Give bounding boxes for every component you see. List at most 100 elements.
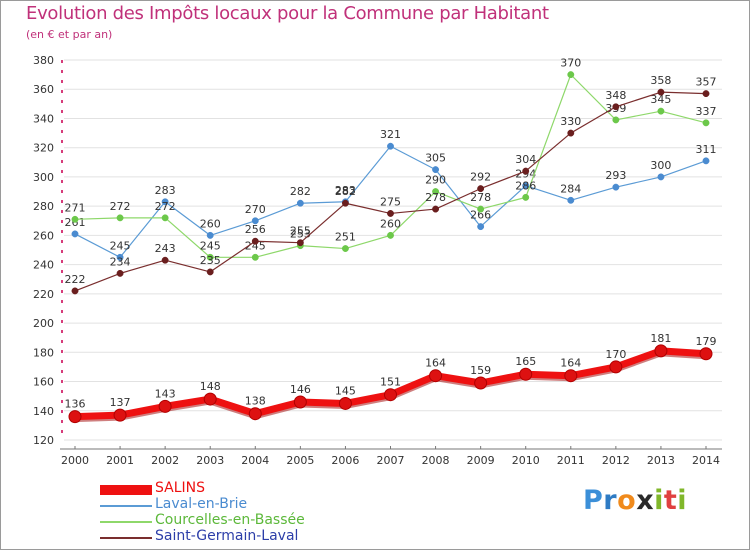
data-label: 251 [335,231,356,244]
data-point [387,231,394,239]
x-tick-label: 2008 [422,454,450,467]
data-point [522,193,530,201]
data-point [564,369,578,383]
data-label: 330 [560,115,581,128]
proxiti-logo: Proxiti [583,485,687,516]
data-label: 255 [290,225,311,238]
y-tick-label: 220 [33,288,54,301]
data-label: 181 [650,332,671,345]
data-label: 304 [515,153,536,166]
data-point [429,369,443,383]
data-label: 348 [605,89,626,102]
logo-letter: t [663,485,678,516]
data-label: 345 [650,93,671,106]
y-tick-label: 380 [33,54,54,67]
data-point [161,198,169,206]
data-point [251,237,259,245]
data-point [609,360,623,374]
data-label: 272 [155,200,176,213]
x-tick-label: 2001 [106,454,134,467]
data-label: 283 [335,184,356,197]
data-label: 305 [425,152,446,165]
data-label: 179 [696,335,717,348]
y-tick-label: 180 [33,346,54,359]
data-label: 357 [696,76,717,89]
data-label: 143 [155,387,176,400]
logo-letter: P [583,485,604,516]
legend-swatch-courcelles-en-bassee [100,521,152,523]
data-point [657,107,665,115]
data-point [522,182,530,190]
x-tick-label: 2013 [647,454,675,467]
data-point [474,376,488,390]
data-point [251,217,259,225]
data-point [387,142,394,150]
data-point [387,210,394,217]
data-label: 234 [110,255,131,268]
data-label: 260 [200,217,221,230]
data-point [432,188,440,195]
data-label: 245 [110,239,131,252]
data-point [341,245,349,252]
legend-label-salins: SALINS [155,480,206,496]
x-tick-label: 2009 [467,454,495,467]
data-point [113,408,127,422]
data-point [206,231,214,239]
data-point [203,392,217,406]
y-tick-label: 260 [33,229,54,242]
x-tick-label: 2005 [286,454,314,467]
data-point [657,173,665,181]
legend-swatch-saint-germain-laval [100,537,152,539]
data-label: 164 [425,357,446,370]
data-label: 243 [155,242,176,255]
data-label: 278 [470,191,491,204]
data-label: 271 [65,201,86,214]
data-point [612,116,620,124]
x-tick-label: 2007 [377,454,405,467]
data-label: 300 [650,159,671,172]
data-point [341,199,349,207]
data-point [116,269,124,277]
y-tick-label: 240 [33,259,54,272]
data-label: 245 [200,239,221,252]
data-point [477,205,485,213]
data-point [699,347,713,361]
data-label: 164 [560,357,581,370]
chart-title: Evolution des Impôts locaux pour la Comm… [26,3,549,24]
legend-label-laval-en-brie: Laval-en-Brie [155,496,248,512]
data-label: 137 [110,396,131,409]
x-tick-label: 2004 [241,454,269,467]
data-point [71,215,79,223]
x-tick-label: 2003 [196,454,224,467]
chart-subtitle: (en € et par an) [26,28,113,41]
x-tick-label: 2011 [557,454,585,467]
data-point [296,199,304,207]
data-point [68,410,82,424]
data-label: 286 [515,179,536,192]
data-point [654,344,668,358]
logo-letter: r [603,485,618,516]
data-label: 260 [380,217,401,230]
data-label: 370 [560,57,581,70]
data-label: 275 [380,195,401,208]
data-label: 138 [245,395,266,408]
x-tick-label: 2014 [692,454,720,467]
legend-swatch-laval-en-brie [100,505,152,507]
data-point [612,183,620,191]
x-tick-label: 2000 [61,454,89,467]
data-label: 146 [290,383,311,396]
data-point [657,88,665,96]
data-label: 145 [335,384,356,397]
data-label: 321 [380,128,401,141]
x-tick-label: 2006 [331,454,359,467]
data-point [519,367,533,381]
data-point [158,399,172,413]
data-point [338,396,352,410]
data-point [432,205,440,213]
data-point [477,223,485,231]
data-label: 284 [560,182,581,195]
data-point [71,287,79,295]
y-tick-label: 160 [33,376,54,389]
data-label: 283 [155,184,176,197]
